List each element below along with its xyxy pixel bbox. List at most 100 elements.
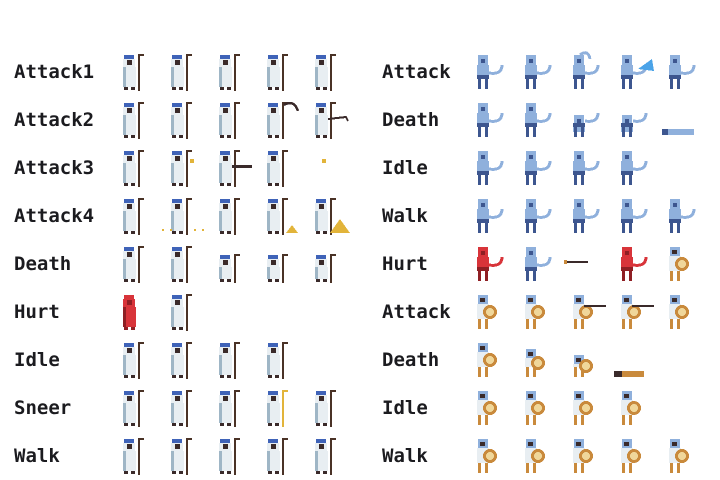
frame-strip (110, 435, 350, 477)
frame-strip (464, 99, 704, 141)
animation-label: Sneer (14, 397, 72, 419)
sprite-frame-priest-kneel (206, 243, 254, 285)
sprite-frame-priest (110, 99, 158, 141)
sprite-frame-priest-scythe (254, 99, 302, 141)
sprite-frame-priest (206, 387, 254, 429)
priest-scythe-sprite (267, 101, 300, 139)
sprite-frame-priest (302, 387, 350, 429)
sprite-frame-scorpion (464, 195, 512, 237)
sprite-frame-scorpion (560, 147, 608, 189)
sprite-frame-priest (254, 147, 302, 189)
scorpion-sprite (477, 199, 504, 233)
animation-row: Idle (14, 336, 302, 384)
sprite-frame-scorpion (464, 99, 512, 141)
sprite-frame-scorpion-lying (656, 99, 704, 141)
animation-label: Walk (14, 445, 60, 467)
animation-label: Death (382, 349, 440, 371)
sprite-frame-priest (110, 147, 158, 189)
animation-row: Walk (14, 432, 350, 480)
priest-sprite (123, 198, 144, 235)
sprite-frame-scorpion (608, 147, 656, 189)
scorpion-fall-sprite (573, 112, 600, 137)
sprite-frame-priest (158, 99, 206, 141)
priest-sprite (171, 438, 192, 475)
shield-warrior-sprite (621, 391, 641, 425)
sprite-frame-scorpion-red (608, 243, 656, 285)
sprite-frame-shield-warrior (608, 387, 656, 429)
frame-strip (110, 387, 350, 429)
shield-warrior-sprite (669, 247, 689, 281)
animation-row: Attack1 (14, 48, 350, 96)
frame-strip (464, 147, 656, 189)
priest-sprite (267, 150, 288, 187)
shield-warrior-fall-sprite (573, 355, 593, 377)
animation-row: Attack2 (14, 96, 350, 144)
frame-strip (110, 243, 350, 285)
sprite-frame-priest (158, 387, 206, 429)
scorpion-sprite (477, 55, 504, 89)
animation-row: Sneer (14, 384, 350, 432)
sprite-frame-shield-warrior (464, 291, 512, 333)
animation-label: Idle (14, 349, 60, 371)
animation-label: Attack1 (14, 61, 95, 83)
frame-strip (464, 387, 656, 429)
scorpion-sprite (477, 103, 504, 137)
frame-strip (464, 195, 704, 237)
scorpion-sprite (573, 199, 600, 233)
sprite-frame-priest-beam (206, 147, 254, 189)
sprite-frame-priest (206, 435, 254, 477)
sprite-frame-priest (158, 51, 206, 93)
priest-sprite (219, 198, 240, 235)
scorpion-sprite (621, 151, 648, 185)
frame-strip (464, 291, 704, 333)
shield-warrior-sprite (669, 295, 689, 329)
priest-pyramid-sprite (315, 198, 350, 235)
shield-warrior-sprite (477, 343, 497, 377)
sprite-frame-priest (206, 51, 254, 93)
priest-sprite (171, 246, 192, 283)
sprite-frame-priest (158, 291, 206, 333)
priest-sprite (219, 342, 240, 379)
sprite-frame-scorpion (512, 51, 560, 93)
sprite-frame-priest (110, 387, 158, 429)
scorpion-slash-sprite (573, 51, 600, 89)
sprite-frame-priest (110, 243, 158, 285)
priest-sprite (315, 54, 336, 91)
priest-pyramid-small-sprite (267, 198, 298, 235)
priest-sprite (123, 438, 144, 475)
scorpion-fall-sprite (621, 112, 648, 137)
animation-label: Hurt (14, 301, 60, 323)
sprite-frame-priest (302, 435, 350, 477)
frame-strip (110, 99, 350, 141)
animation-label: Walk (382, 205, 428, 227)
sprite-frame-scorpion-fall (560, 99, 608, 141)
frame-strip (464, 243, 704, 285)
sprite-frame-arrow (560, 243, 608, 285)
sprite-frame-scorpion (656, 195, 704, 237)
sprite-frame-priest (158, 339, 206, 381)
shield-warrior-lying-sprite (614, 371, 644, 377)
scorpion-sprite (573, 151, 600, 185)
sprite-frame-shield-warrior (464, 339, 512, 381)
scorpion-lying-sprite (662, 129, 694, 135)
animation-row: Hurt (14, 288, 206, 336)
priest-cast-sprite (171, 150, 194, 187)
frame-strip (110, 291, 206, 333)
animation-row: Walk (382, 432, 704, 480)
sprite-frame-scorpion (512, 243, 560, 285)
sprite-frame-scorpion (560, 195, 608, 237)
scorpion-sprite (525, 151, 552, 185)
sprite-frame-priest (206, 195, 254, 237)
priest-sprite (267, 438, 288, 475)
scorpion-red-sprite (477, 247, 504, 281)
priest-sprite (219, 54, 240, 91)
animation-label: Hurt (382, 253, 428, 275)
sprite-frame-shield-warrior-fall (560, 339, 608, 381)
sprite-frame-shield-warrior (512, 435, 560, 477)
sprite-frame-priest (110, 435, 158, 477)
sprite-frame-priest (302, 51, 350, 93)
sprite-frame-shield-warrior (512, 291, 560, 333)
animation-label: Attack (382, 301, 451, 323)
priest-sprite (219, 438, 240, 475)
priest-red-sprite (123, 295, 136, 330)
